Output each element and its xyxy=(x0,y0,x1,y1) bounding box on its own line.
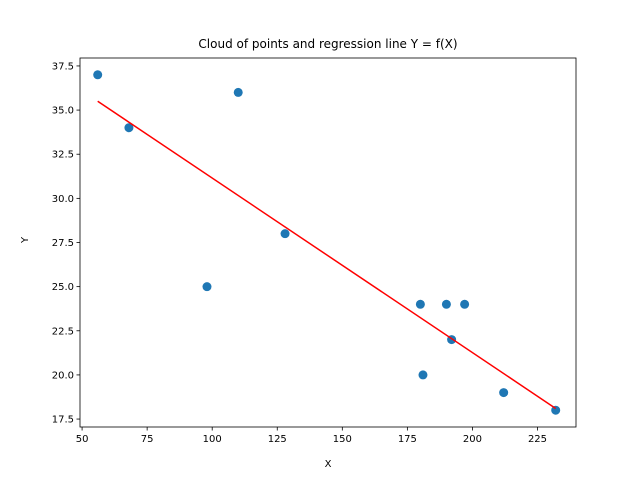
x-tick-label-125: 125 xyxy=(268,434,287,445)
scatter-point-3 xyxy=(202,282,212,292)
x-tick-label-75: 75 xyxy=(141,434,154,445)
y-tick-label-17.5: 17.5 xyxy=(52,415,74,426)
scatter-point-2 xyxy=(124,123,134,133)
chart-title: Cloud of points and regression line Y = … xyxy=(198,37,457,51)
scatter-point-10 xyxy=(460,299,470,309)
x-axis-label: X xyxy=(325,459,332,470)
plot-area: 50 75 100 125 150 175 200 225 17.5 20.0 22.5 25.0 27… xyxy=(52,57,577,445)
scatter-point-11 xyxy=(499,388,509,398)
x-tick-label-225: 225 xyxy=(528,434,547,445)
x-tick-label-175: 175 xyxy=(398,434,417,445)
scatter-point-7 xyxy=(418,370,428,380)
scatter-point-5 xyxy=(280,229,290,239)
scatter-point-12 xyxy=(551,405,561,415)
x-tick-label-50: 50 xyxy=(76,434,89,445)
scatter-point-1 xyxy=(93,70,103,80)
x-tick-label-200: 200 xyxy=(463,434,482,445)
scatter-point-6 xyxy=(415,299,425,309)
y-tick-label-30.0: 30.0 xyxy=(52,194,74,205)
x-tick-label-100: 100 xyxy=(203,434,222,445)
y-tick-label-27.5: 27.5 xyxy=(52,238,74,249)
y-tick-label-35.0: 35.0 xyxy=(52,106,74,117)
y-tick-label-20.0: 20.0 xyxy=(52,370,74,381)
y-axis-label: Y xyxy=(20,236,31,244)
scatter-point-8 xyxy=(441,299,451,309)
regression-line xyxy=(97,100,557,410)
y-tick-label-37.5: 37.5 xyxy=(52,61,74,72)
scatter-point-4 xyxy=(233,87,243,97)
x-tick-label-150: 150 xyxy=(333,434,352,445)
y-tick-label-22.5: 22.5 xyxy=(52,326,74,337)
y-tick-label-32.5: 32.5 xyxy=(52,150,74,161)
y-tick-label-25.0: 25.0 xyxy=(52,282,74,293)
